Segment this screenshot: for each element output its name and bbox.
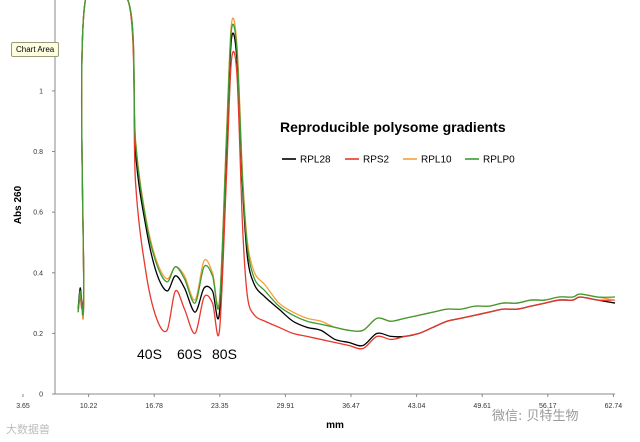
series-line-rps2 [77,0,616,350]
watermark-left: 大数据兽 [6,423,50,436]
plot-area[interactable] [55,0,615,394]
x-tick-label: 10.22 [80,403,98,410]
peak-labels: 40S 60S 80S [137,346,237,362]
x-tick-label: 29.91 [277,403,295,410]
series-line-rplp0 [77,0,616,332]
x-tick-label: 23.35 [211,403,229,410]
y-axis-title: Abs 260 [13,185,24,224]
legend: RPL28 RPS2 RPL10 RPLP0 [282,155,515,166]
x-tick-label: 3.65 [16,403,30,410]
y-tick-label: 0.4 [33,270,43,277]
series-lines [77,0,616,350]
y-tick-label: 0.6 [33,210,43,217]
legend-label-rps2: RPS2 [363,155,390,166]
y-ticks: 0 0.2 0.4 0.6 0.8 1 [33,88,55,399]
y-tick-label: 1 [39,88,43,95]
peak-label-60s: 60S [177,346,202,362]
legend-label-rpl28: RPL28 [300,155,331,166]
x-axis-title: mm [326,420,344,431]
y-tick-label: 0.2 [33,331,43,338]
x-tick-label: 16.78 [145,403,163,410]
x-ticks: 3.65 10.22 16.78 23.35 29.91 36.47 43.04 49.61 5… [16,394,623,410]
x-tick-label: 43.04 [408,403,426,410]
chart-area-tooltip: Chart Area [11,42,60,57]
watermark-right: 微信: 贝特生物 [492,409,579,424]
x-tick-label: 62.74 [605,403,623,410]
x-tick-label: 36.47 [342,403,360,410]
y-tick-label: 0 [39,392,43,399]
peak-label-40s: 40S [137,346,162,362]
chart-title: Reproducible polysome gradients [280,119,506,135]
y-tick-label: 0.8 [33,149,43,156]
legend-label-rplp0: RPLP0 [483,155,515,166]
legend-label-rpl10: RPL10 [421,155,452,166]
peak-label-80s: 80S [212,346,237,362]
x-tick-label: 56.17 [539,403,557,410]
x-tick-label: 49.61 [473,403,491,410]
